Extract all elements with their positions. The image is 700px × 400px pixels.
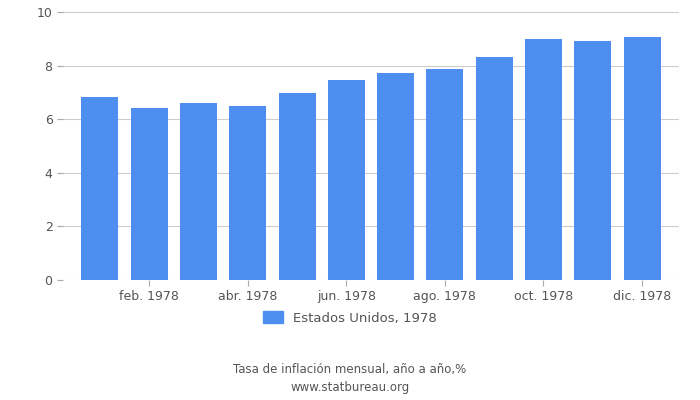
Text: Tasa de inflación mensual, año a año,%: Tasa de inflación mensual, año a año,% bbox=[233, 364, 467, 376]
Bar bbox=[574, 42, 611, 280]
Legend: Estados Unidos, 1978: Estados Unidos, 1978 bbox=[256, 305, 444, 332]
Bar bbox=[131, 108, 168, 280]
Bar bbox=[230, 106, 266, 280]
Bar bbox=[476, 57, 512, 280]
Bar bbox=[525, 39, 562, 280]
Bar bbox=[180, 102, 217, 280]
Bar bbox=[81, 97, 118, 280]
Text: www.statbureau.org: www.statbureau.org bbox=[290, 382, 410, 394]
Bar bbox=[624, 37, 661, 280]
Bar bbox=[426, 69, 463, 280]
Bar bbox=[377, 72, 414, 280]
Bar bbox=[279, 93, 316, 280]
Bar bbox=[328, 80, 365, 280]
